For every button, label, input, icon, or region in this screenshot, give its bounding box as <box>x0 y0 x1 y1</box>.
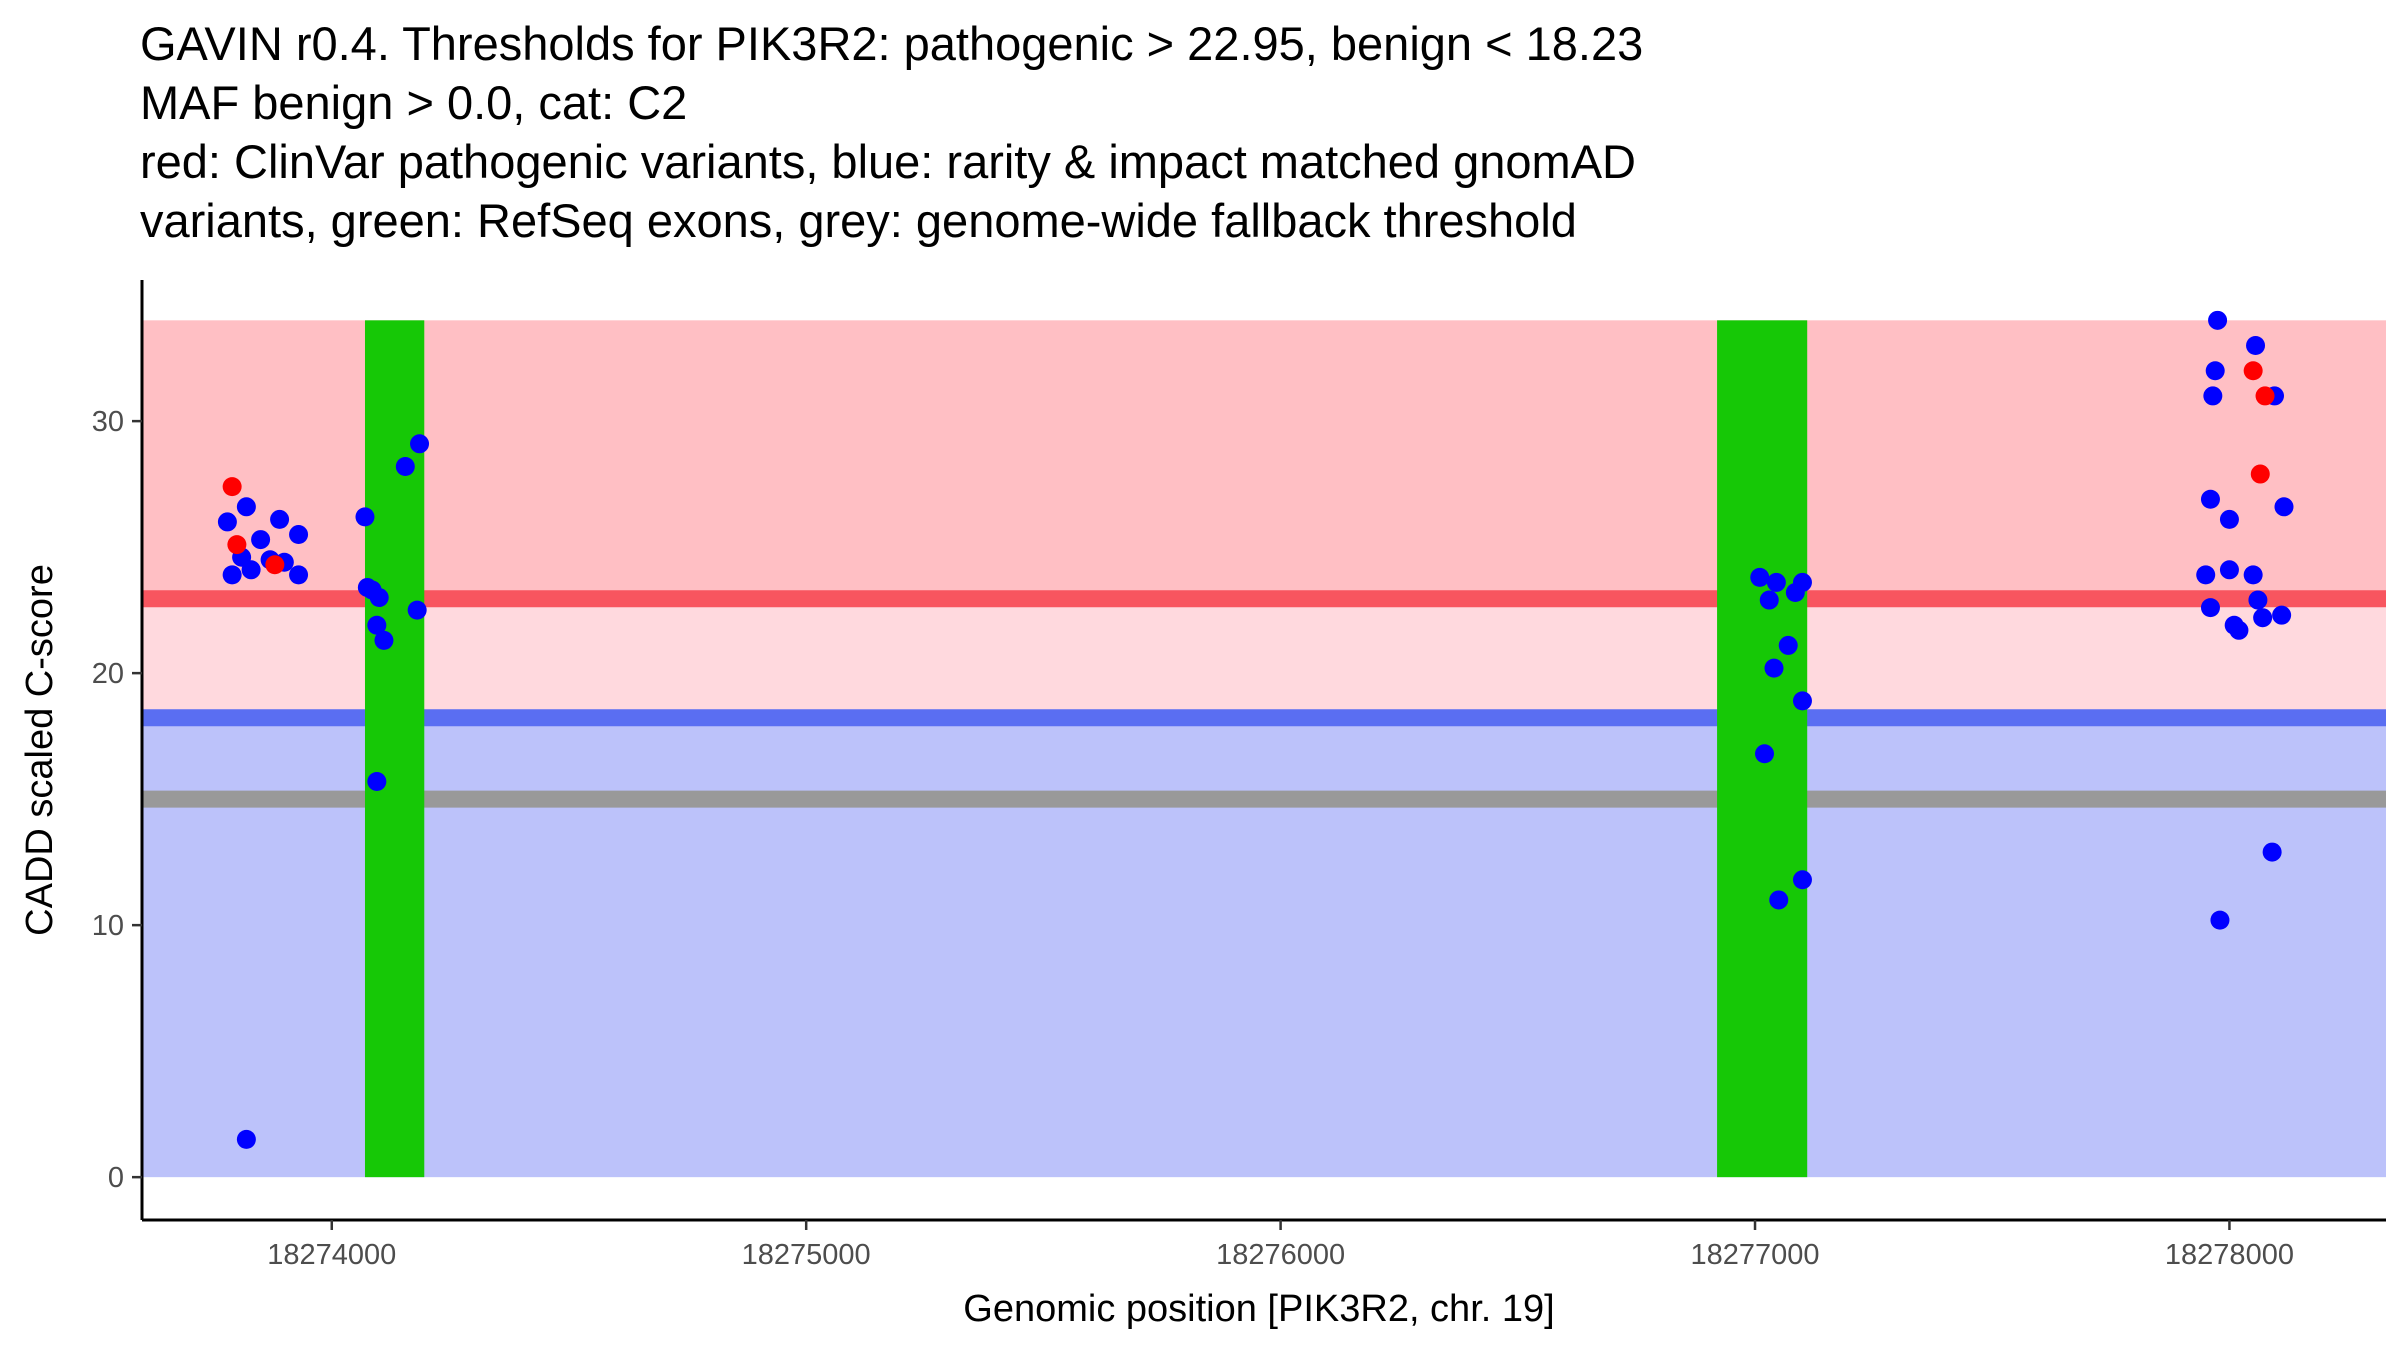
gnomad-point <box>407 600 427 620</box>
gnomad-point <box>355 507 375 527</box>
gnomad-point <box>2200 598 2220 618</box>
gnomad-point <box>2243 565 2263 585</box>
title-line-3: red: ClinVar pathogenic variants, blue: … <box>140 135 1636 188</box>
gnomad-point <box>2229 620 2249 640</box>
y-tick-label: 30 <box>92 406 124 438</box>
x-tick-label: 18276000 <box>1216 1239 1345 1271</box>
clinvar-point <box>2255 386 2275 406</box>
gnomad-point <box>1792 691 1812 711</box>
y-tick-label: 20 <box>92 658 124 690</box>
y-tick-label: 0 <box>108 1162 124 1194</box>
gnomad-point <box>2246 336 2266 356</box>
gnomad-point <box>2205 361 2225 381</box>
gnomad-point <box>374 630 394 650</box>
gnomad-point <box>222 565 242 585</box>
gnomad-point <box>289 565 309 585</box>
gnomad-point <box>395 456 415 476</box>
vus-region <box>142 598 2386 718</box>
gnomad-point <box>2203 386 2223 406</box>
gnomad-point <box>1792 572 1812 592</box>
gnomad-point <box>1766 572 1786 592</box>
gnomad-point <box>1759 590 1779 610</box>
gnomad-point <box>1778 635 1798 655</box>
clinvar-point <box>2250 464 2270 484</box>
x-tick-label: 18277000 <box>1691 1239 1820 1271</box>
x-tick-label: 18278000 <box>2165 1239 2294 1271</box>
gnomad-point <box>2196 565 2216 585</box>
gnomad-point <box>289 525 309 545</box>
gnomad-point <box>2219 509 2239 529</box>
y-tick-label: 10 <box>92 910 124 942</box>
gnomad-point <box>2200 489 2220 509</box>
gnomad-point <box>367 772 387 792</box>
x-tick-label: 18275000 <box>742 1239 871 1271</box>
benign-region <box>142 717 2386 1178</box>
gnomad-point <box>1792 870 1812 890</box>
pathogenic-region <box>142 320 2386 599</box>
gnomad-point <box>236 497 256 517</box>
gnomad-point <box>2219 560 2239 580</box>
title-line-1: GAVIN r0.4. Thresholds for PIK3R2: patho… <box>140 17 1644 70</box>
gnomad-point <box>2248 590 2268 610</box>
clinvar-point <box>2243 361 2263 381</box>
gnomad-point <box>2274 497 2294 517</box>
title-line-4: variants, green: RefSeq exons, grey: gen… <box>140 194 1577 247</box>
gnomad-point <box>270 509 290 529</box>
y-axis-title: CADD scaled C-score <box>19 564 61 936</box>
title-line-2: MAF benign > 0.0, cat: C2 <box>140 76 688 129</box>
gnomad-point <box>1755 744 1775 764</box>
gnomad-point <box>217 512 237 532</box>
chart-title: GAVIN r0.4. Thresholds for PIK3R2: patho… <box>140 14 1643 250</box>
gnomad-point <box>369 588 389 608</box>
gnomad-point <box>1769 890 1789 910</box>
gnomad-point <box>2208 310 2228 330</box>
gnomad-point <box>2272 605 2292 625</box>
gnomad-point <box>367 615 387 635</box>
exon-bar-1 <box>364 320 425 1178</box>
gnomad-point <box>1750 567 1770 587</box>
x-tick-label: 18274000 <box>267 1239 396 1271</box>
gnomad-point <box>1764 658 1784 678</box>
gnomad-point <box>241 560 261 580</box>
clinvar-point <box>265 555 285 575</box>
gnomad-point <box>2210 910 2230 930</box>
data-points <box>217 310 2294 1149</box>
threshold-lines <box>142 590 2386 808</box>
gnomad-point <box>410 434 430 454</box>
gnomad-point <box>2262 842 2282 862</box>
threshold-regions <box>142 320 2386 1178</box>
clinvar-point <box>222 477 242 497</box>
axes: 0 10 20 30 18274000 18275000 18276000 18277000 1… <box>92 280 2386 1271</box>
clinvar-point <box>227 535 247 555</box>
gnomad-point <box>236 1129 256 1149</box>
gnomad-point <box>251 530 271 550</box>
gnomad-point <box>2253 608 2273 628</box>
x-axis-title: Genomic position [PIK3R2, chr. 19] <box>963 1288 1554 1330</box>
